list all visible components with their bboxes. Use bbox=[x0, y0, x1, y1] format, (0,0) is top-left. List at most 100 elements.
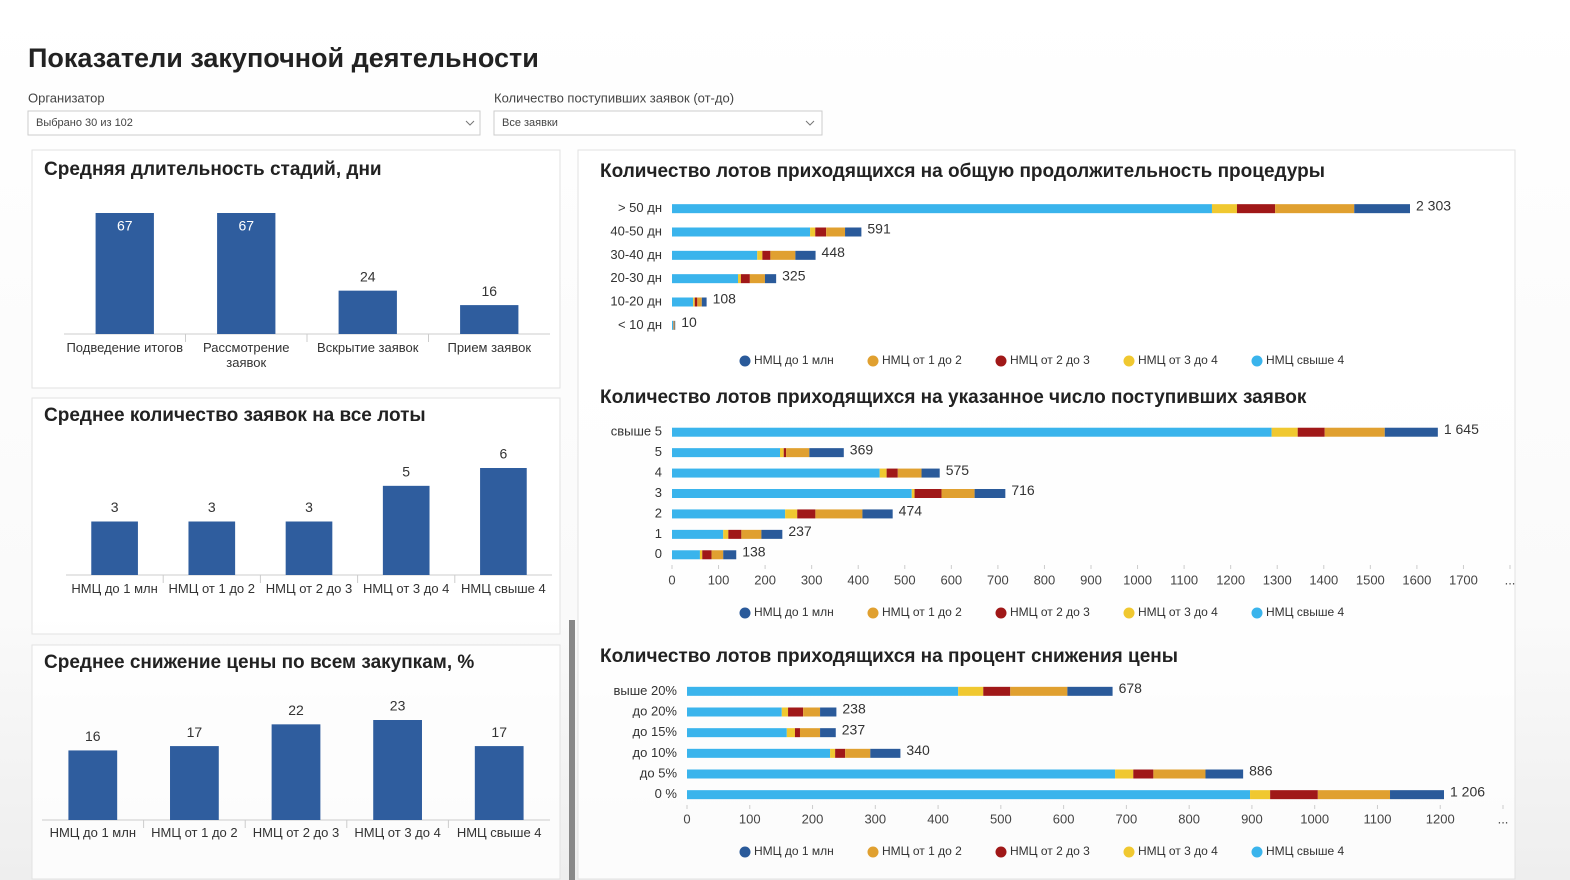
total-label: 238 bbox=[842, 701, 866, 717]
legend-swatch bbox=[739, 846, 751, 858]
x-tick-label-box: НМЦ от 3 до 4 bbox=[354, 825, 441, 840]
dropdown-arrow bbox=[465, 120, 475, 126]
bar-segment bbox=[781, 707, 789, 717]
bar-segment bbox=[921, 468, 940, 478]
total-label: 2 303 bbox=[1416, 197, 1451, 213]
filter-label: Количество поступивших заявок (от-до) bbox=[494, 90, 734, 105]
bar-segment bbox=[1115, 769, 1134, 779]
filter-value[interactable]: Выбрано 30 из 102 bbox=[36, 117, 133, 129]
filter-label: Организатор bbox=[28, 90, 105, 105]
bar-segment bbox=[794, 728, 800, 738]
x-tick-label: 200 bbox=[754, 572, 776, 587]
bar-segment bbox=[702, 550, 712, 560]
bar-segment bbox=[672, 274, 739, 284]
y-tick-label: 20-30 дн bbox=[610, 270, 662, 285]
bar-segment bbox=[749, 274, 765, 284]
bar bbox=[382, 485, 430, 575]
x-tick-label-box: НМЦ свыше 4 bbox=[461, 581, 546, 596]
x-tick-label: 1700 bbox=[1449, 572, 1478, 587]
y-tick-label: 3 bbox=[655, 485, 662, 500]
bar-segment bbox=[911, 489, 915, 498]
bar bbox=[460, 305, 519, 334]
legend-swatch bbox=[1123, 355, 1135, 367]
bar-segment bbox=[941, 489, 975, 498]
y-tick-label: 10-20 дн bbox=[610, 293, 662, 308]
bar-segment bbox=[687, 790, 1251, 800]
bar-segment bbox=[862, 509, 893, 519]
y-tick-label: 0 % bbox=[655, 786, 678, 801]
legend-label: НМЦ от 3 до 4 bbox=[1138, 844, 1218, 858]
x-tick-label: НМЦ до 1 млн bbox=[71, 581, 158, 596]
y-tick-label: 4 bbox=[655, 465, 662, 480]
bar-segment bbox=[672, 509, 786, 519]
bar bbox=[285, 521, 333, 575]
bar-segment bbox=[815, 227, 827, 237]
x-tick-label: 500 bbox=[990, 811, 1012, 826]
x-tick-label: 900 bbox=[1241, 811, 1263, 826]
bar-segment bbox=[810, 227, 816, 237]
total-label: 716 bbox=[1011, 482, 1035, 498]
bar-segment bbox=[785, 509, 798, 519]
total-label: 575 bbox=[946, 462, 970, 478]
x-tick-label-box: НМЦ от 1 до 2 bbox=[168, 581, 256, 596]
bar-segment bbox=[826, 227, 846, 237]
y-tick-label: 1 bbox=[655, 526, 662, 541]
legend-label: НМЦ от 2 до 3 bbox=[1010, 844, 1090, 858]
x-tick-label: НМЦ от 2 до 3 bbox=[252, 825, 340, 840]
bar-segment bbox=[697, 297, 702, 307]
bar-segment bbox=[687, 769, 1116, 779]
bar-segment bbox=[783, 448, 787, 458]
bar bbox=[91, 521, 138, 575]
value-label: 17 bbox=[491, 724, 507, 740]
bar-segment bbox=[757, 250, 763, 260]
bar-segment bbox=[761, 529, 783, 539]
bar-segment bbox=[723, 529, 729, 539]
bar-segment bbox=[835, 748, 846, 758]
x-tick-label: 700 bbox=[1116, 811, 1138, 826]
bar-segment bbox=[672, 250, 758, 260]
bar-segment bbox=[672, 297, 694, 307]
total-label: 474 bbox=[899, 503, 923, 519]
legend-swatch bbox=[995, 607, 1007, 619]
bar-segment bbox=[687, 686, 959, 696]
scrollbar[interactable] bbox=[569, 620, 575, 880]
bar-segment bbox=[770, 250, 796, 260]
chart-title: Количество лотов приходящихся на общую п… bbox=[600, 161, 1325, 182]
x-tick-label: НМЦ от 3 до 4 bbox=[354, 825, 441, 840]
x-tick-label-box: НМЦ от 3 до 4 bbox=[363, 581, 449, 596]
bar-segment bbox=[672, 227, 811, 237]
y-tick-label: < 10 дн bbox=[618, 317, 662, 332]
y-tick-label: до 5% bbox=[640, 765, 678, 780]
x-tick-label: 500 bbox=[894, 572, 916, 587]
legend-swatch bbox=[867, 846, 879, 858]
x-tick-label-box: НМЦ от 2 до 3 bbox=[252, 825, 340, 840]
filter-dropdown[interactable] bbox=[493, 110, 823, 136]
bar-segment bbox=[674, 320, 676, 330]
total-label: 591 bbox=[867, 221, 891, 237]
legend-label: НМЦ от 2 до 3 bbox=[1010, 605, 1090, 619]
chart-title: Количество лотов приходящихся на процент… bbox=[600, 646, 1178, 667]
chart-title: Количество лотов приходящихся на указанн… bbox=[600, 387, 1307, 408]
bar-segment bbox=[974, 489, 1006, 498]
chart-title: Средняя длительность стадий, дни bbox=[44, 159, 382, 180]
filter-value[interactable]: Все заявки bbox=[502, 117, 558, 129]
bar bbox=[271, 724, 321, 820]
filter-dropdown[interactable] bbox=[27, 110, 481, 136]
x-tick-label: 300 bbox=[864, 811, 886, 826]
x-tick-label: НМЦ от 1 до 2 bbox=[168, 581, 256, 596]
value-label: 3 bbox=[111, 499, 119, 515]
bar-segment bbox=[830, 748, 836, 758]
x-tick-label: 1600 bbox=[1402, 572, 1431, 587]
x-tick-label: 1100 bbox=[1363, 811, 1391, 826]
bar-segment bbox=[1384, 427, 1438, 437]
bar-segment bbox=[809, 448, 844, 458]
bar-segment bbox=[1271, 427, 1298, 437]
bar-segment bbox=[788, 707, 804, 717]
bar-segment bbox=[672, 204, 1212, 214]
x-tick-label-box: Вскрытие заявок bbox=[317, 340, 418, 355]
bar-segment bbox=[845, 748, 871, 758]
x-tick-label: 1500 bbox=[1356, 572, 1385, 587]
bar-segment bbox=[693, 297, 695, 307]
legend-swatch bbox=[739, 607, 751, 619]
legend-label: НМЦ свыше 4 bbox=[1266, 844, 1345, 858]
